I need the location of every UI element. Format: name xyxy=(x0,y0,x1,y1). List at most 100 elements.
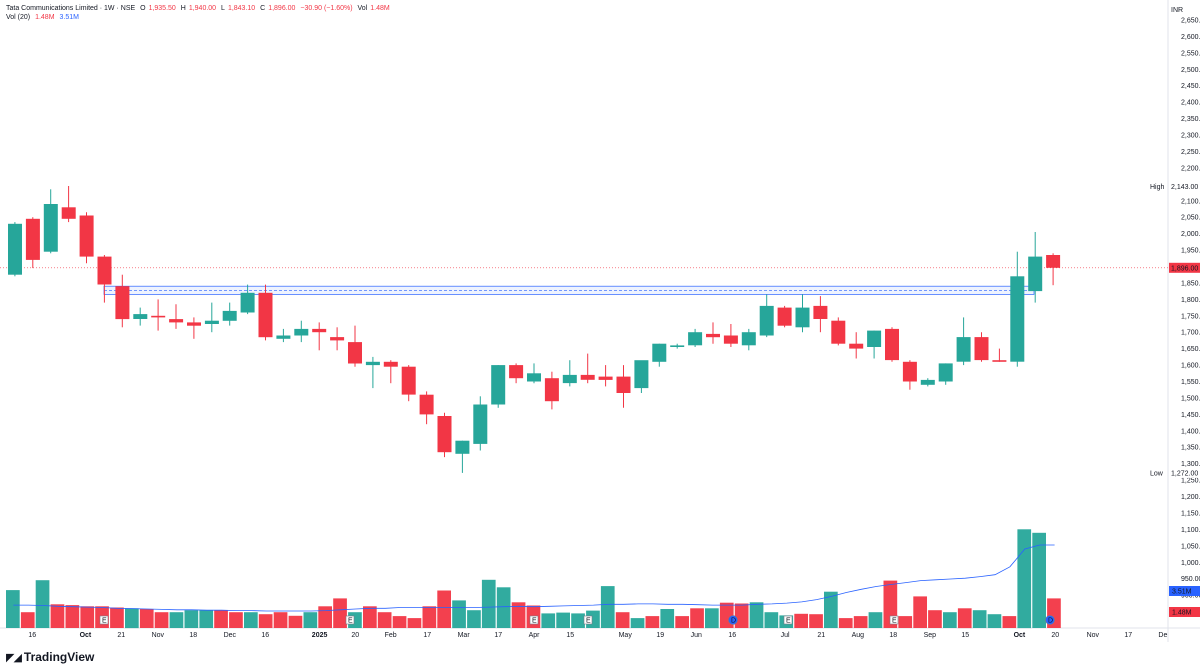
candle-body[interactable] xyxy=(115,286,130,320)
volume-bar xyxy=(556,612,570,628)
candle-body[interactable] xyxy=(455,440,470,454)
price-axis-label: 2,400.00 xyxy=(1181,100,1200,107)
volume-bar xyxy=(1032,532,1046,628)
volume-bar xyxy=(333,598,347,628)
price-axis-label: 900.00 xyxy=(1181,593,1200,600)
candle-body[interactable] xyxy=(831,320,846,344)
candle-body[interactable] xyxy=(688,332,703,346)
price-axis-label: 2,650.00 xyxy=(1181,18,1200,25)
candle-body[interactable] xyxy=(956,337,971,362)
candle-body[interactable] xyxy=(401,366,416,395)
candle-body[interactable] xyxy=(670,345,685,347)
candle-body[interactable] xyxy=(294,328,309,336)
legend-vol: 1.48M xyxy=(370,5,390,12)
candle-body[interactable] xyxy=(920,379,935,385)
candle-body[interactable] xyxy=(365,361,380,366)
high-tag-value: 2,143.00 xyxy=(1171,184,1198,191)
event-marker-dividend[interactable] xyxy=(728,615,738,625)
event-marker-earnings[interactable] xyxy=(889,615,899,625)
candle-body[interactable] xyxy=(652,343,667,362)
candle-body[interactable] xyxy=(527,373,541,382)
candle-body[interactable] xyxy=(598,376,613,380)
candle-body[interactable] xyxy=(616,376,631,393)
candle-body[interactable] xyxy=(61,207,76,219)
price-axis-label: 1,950.00 xyxy=(1181,248,1200,255)
time-axis-label: 21 xyxy=(817,632,825,639)
candle-body[interactable] xyxy=(97,256,112,285)
event-marker-label: D xyxy=(731,618,736,625)
tradingview-logo[interactable]: ◤◢ TradingView xyxy=(6,650,94,664)
candle-body[interactable] xyxy=(795,307,810,328)
candle-body[interactable] xyxy=(240,292,255,313)
candle-body[interactable] xyxy=(187,322,201,326)
candle-body[interactable] xyxy=(222,310,237,321)
candle-body[interactable] xyxy=(634,360,649,389)
event-marker-label: E xyxy=(102,618,107,625)
candle-body[interactable] xyxy=(885,328,899,361)
price-axis-label: 2,550.00 xyxy=(1181,50,1200,57)
candle-body[interactable] xyxy=(151,315,166,318)
candle-body[interactable] xyxy=(777,307,792,326)
candle-body[interactable] xyxy=(741,332,756,346)
candle-body[interactable] xyxy=(813,305,828,319)
candle-body[interactable] xyxy=(473,404,488,444)
candle-body[interactable] xyxy=(169,319,184,323)
candle-body[interactable] xyxy=(544,378,559,402)
candle-body[interactable] xyxy=(276,335,291,339)
candle-body[interactable] xyxy=(419,394,434,415)
candle-body[interactable] xyxy=(348,342,362,364)
volume-bar xyxy=(273,612,288,628)
candle-body[interactable] xyxy=(867,330,882,347)
candle-body[interactable] xyxy=(312,328,327,333)
candle-body[interactable] xyxy=(258,292,273,338)
legend-high-label: H xyxy=(180,5,186,12)
candle-body[interactable] xyxy=(902,361,917,382)
candle-body[interactable] xyxy=(330,337,345,341)
candle-body[interactable] xyxy=(383,361,398,367)
candle-body[interactable] xyxy=(1046,255,1061,268)
candle-body[interactable] xyxy=(706,333,720,338)
candle-body[interactable] xyxy=(8,223,22,275)
event-marker-earnings[interactable] xyxy=(783,615,793,625)
low-tag-label-bg xyxy=(1146,467,1166,478)
volume-bar xyxy=(80,606,95,628)
currency-label: INR xyxy=(1171,7,1183,14)
candle-body[interactable] xyxy=(43,204,58,252)
event-marker-earnings[interactable] xyxy=(99,615,109,625)
volume-bar xyxy=(184,610,199,628)
volume-bar xyxy=(615,612,630,628)
low-tag-label: Low xyxy=(1150,470,1164,477)
low-tag-value: 1,272.00 xyxy=(1171,470,1198,477)
candle-body[interactable] xyxy=(562,374,577,384)
volume-bar xyxy=(452,600,466,629)
candle-body[interactable] xyxy=(759,305,774,336)
candle-body[interactable] xyxy=(1010,276,1025,362)
volume-bar xyxy=(496,587,511,628)
volume-bar xyxy=(690,608,704,629)
candle-body[interactable] xyxy=(133,314,148,319)
candle-body[interactable] xyxy=(204,320,219,324)
time-axis-label: 15 xyxy=(961,632,969,639)
candle-body[interactable] xyxy=(992,360,1007,362)
candle-body[interactable] xyxy=(974,337,989,361)
candle-body[interactable] xyxy=(25,218,40,260)
candle-body[interactable] xyxy=(437,416,452,453)
candle-body[interactable] xyxy=(509,365,524,379)
candle-body[interactable] xyxy=(491,365,506,405)
event-marker-earnings[interactable] xyxy=(529,615,539,625)
candle-body[interactable] xyxy=(79,215,94,257)
volume-bar xyxy=(50,604,65,628)
volume-bar xyxy=(600,586,615,628)
candle-body[interactable] xyxy=(580,374,595,380)
candle-body[interactable] xyxy=(723,335,738,344)
candle-body[interactable] xyxy=(938,363,953,382)
candle-body[interactable] xyxy=(849,343,864,349)
volume-bar xyxy=(809,614,823,628)
legend-vol-ma-label[interactable]: Vol (20) xyxy=(6,14,31,21)
event-marker-earnings[interactable] xyxy=(583,615,593,625)
legend-symbol[interactable]: Tata Communications Limited · 1W · NSE xyxy=(6,5,136,12)
event-marker-dividend[interactable] xyxy=(1045,615,1055,625)
candle-body[interactable] xyxy=(1028,256,1043,292)
event-marker-earnings[interactable] xyxy=(345,615,355,625)
